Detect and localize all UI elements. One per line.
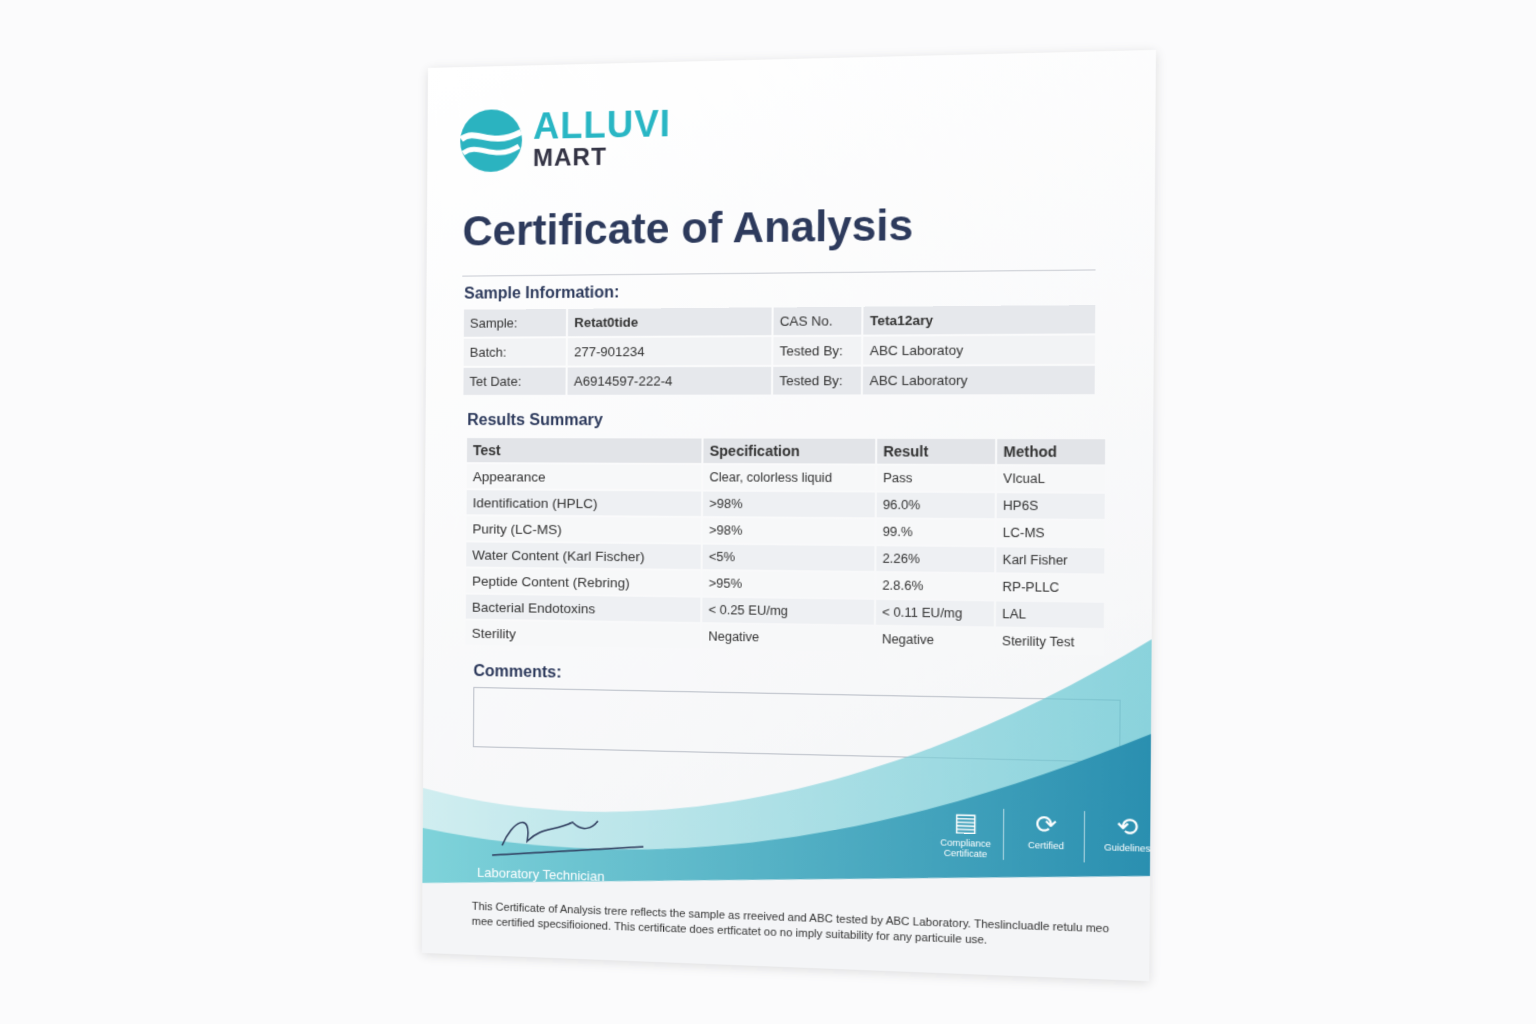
field-label: CAS No. [773, 306, 862, 336]
table-cell: Pass [876, 465, 995, 492]
badge-label: Guidelines [1104, 842, 1151, 854]
table-cell: Water Content (Karl Fischer) [466, 542, 701, 570]
table-cell: Peptide Content (Rebring) [466, 568, 701, 596]
badge-row: ▤ Compliance Certificate ⟳ Certified ⟲ G… [934, 806, 1156, 865]
certified-icon: ⟳ [1035, 810, 1058, 840]
footer-wave-decoration [421, 627, 1152, 982]
table-cell: 2.26% [875, 546, 995, 573]
field-value: ABC Laboratoy [863, 335, 1096, 365]
sample-info-table: Sample: Retat0tide CAS No. Teta12ary Batch: 2… [461, 303, 1097, 397]
badge-compliance: ▤ Compliance Certificate [934, 806, 1005, 860]
certificate-document: ALLUVI MART Certificate of Analysis Samp… [421, 49, 1156, 982]
table-cell: Bacterial Endotoxins [465, 594, 701, 623]
sample-info-row: Sample: Retat0tide CAS No. Teta12ary [463, 305, 1096, 337]
table-cell: Karl Fisher [996, 547, 1105, 574]
document-title: Certificate of Analysis [462, 200, 914, 255]
field-label: Sample: [463, 308, 567, 337]
sample-info-row: Batch: 277-901234 Tested By: ABC Laboratoy [463, 335, 1096, 366]
results-heading: Results Summary [467, 411, 603, 430]
table-cell: <5% [702, 544, 875, 571]
table-cell: VIcuaL [996, 466, 1105, 492]
column-header: Method [996, 439, 1106, 465]
column-header: Specification [703, 438, 875, 464]
chart-board-icon: ▤ [953, 808, 978, 838]
guidelines-icon: ⟲ [1116, 813, 1139, 842]
sample-info-heading: Sample Information: [464, 284, 620, 303]
field-label: Batch: [463, 338, 567, 366]
field-label: Tested By: [773, 366, 862, 395]
sample-info-row: Tet Date: A6914597-222-4 Tested By: ABC Lab… [463, 365, 1095, 395]
table-cell: < 0.25 EU/mg [702, 597, 874, 625]
table-cell: 96.0% [876, 492, 995, 519]
column-header: Test [466, 438, 702, 463]
table-cell: HP6S [996, 493, 1105, 519]
table-cell: >98% [702, 491, 875, 518]
field-label: Tet Date: [463, 367, 566, 395]
table-cell: LAL [995, 601, 1104, 629]
badge-label: Compliance Certificate [940, 837, 991, 860]
brand-name-line2: MART [532, 143, 607, 173]
table-cell: 2.8.6% [875, 573, 994, 600]
table-cell: RP-PLLC [995, 574, 1105, 601]
brand-logo: ALLUVI MART [459, 102, 672, 174]
badge-guidelines: ⟲ Guidelines [1096, 811, 1156, 865]
badge-certified: ⟳ Certified [1014, 809, 1086, 863]
wave-logo-icon [459, 108, 523, 173]
field-value: Teta12ary [863, 305, 1096, 335]
table-row: Identification (HPLC) >98% 96.0% HP6S [466, 490, 1105, 519]
table-cell: LC-MS [996, 520, 1105, 547]
table-row: Purity (LC-MS) >98% 99.% LC-MS [466, 516, 1105, 547]
column-header: Result [876, 438, 995, 465]
table-cell: >98% [702, 518, 875, 545]
field-value: Retat0tide [568, 307, 772, 337]
table-cell: 99.% [876, 519, 995, 546]
field-value: 277-901234 [568, 337, 772, 366]
brand-name-line1: ALLUVI [533, 102, 672, 147]
table-cell: Purity (LC-MS) [466, 516, 701, 543]
table-cell: < 0.11 EU/mg [875, 599, 994, 627]
table-row: Appearance Clear, colorless liquid Pass VIc… [466, 464, 1105, 492]
divider [462, 269, 1096, 277]
table-cell: >95% [702, 571, 874, 598]
table-cell: Identification (HPLC) [466, 490, 702, 517]
badge-label: Certified [1027, 839, 1065, 852]
table-cell: Appearance [466, 464, 702, 490]
results-table: Test Specification Result Method Appearance… [464, 436, 1108, 657]
field-value: A6914597-222-4 [567, 366, 772, 395]
table-cell: Clear, colorless liquid [703, 465, 875, 491]
field-label: Tested By: [773, 336, 862, 365]
field-value: ABC Laboratory [863, 365, 1095, 395]
